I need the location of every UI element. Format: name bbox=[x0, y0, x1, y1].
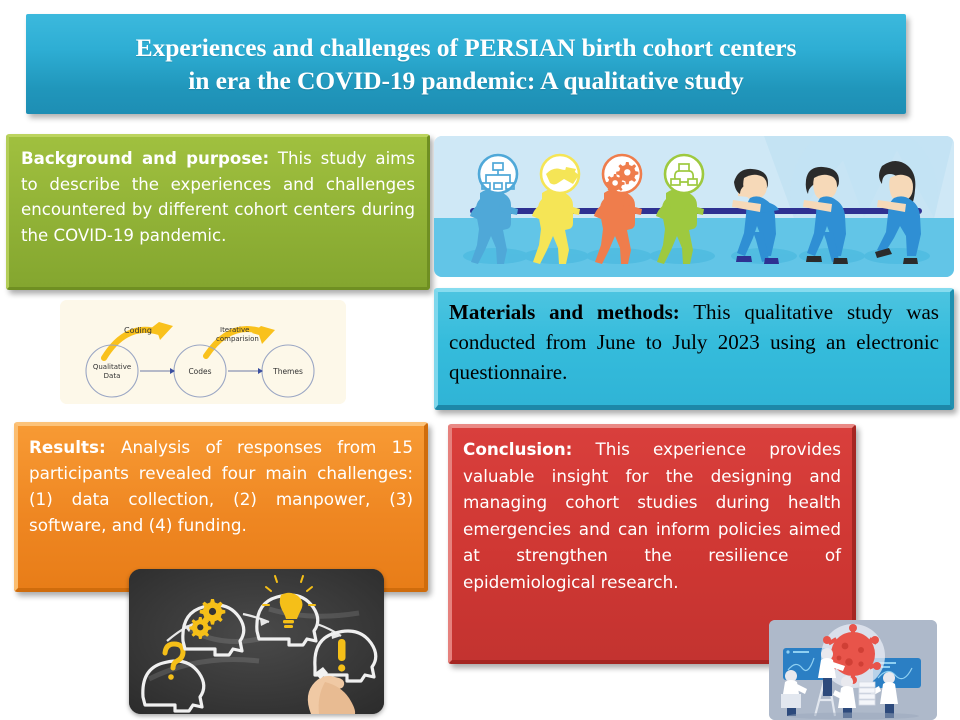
figure-green bbox=[656, 188, 704, 264]
head-gears bbox=[181, 599, 246, 657]
covid-lab-svg bbox=[769, 620, 937, 720]
svg-text:Qualitative: Qualitative bbox=[93, 363, 131, 371]
svg-text:Themes: Themes bbox=[272, 367, 303, 376]
scientist-right bbox=[870, 672, 898, 718]
blackboard-svg bbox=[129, 569, 384, 714]
figure-orange bbox=[594, 188, 642, 264]
head-exclamation bbox=[313, 629, 378, 683]
methods-label: Materials and methods: bbox=[449, 300, 680, 324]
background-body: This study aims to describe the experien… bbox=[21, 149, 415, 246]
qualitative-flow-diagram: Coding Iterative comparision Qualitative… bbox=[60, 300, 346, 404]
head-bulb bbox=[255, 575, 320, 647]
icon-head-gears bbox=[601, 153, 643, 195]
svg-text:Iterative: Iterative bbox=[220, 326, 249, 334]
section-results: Results: Analysis of responses from 15 p… bbox=[14, 422, 428, 592]
person-2 bbox=[803, 166, 848, 264]
title-line-1: Experiences and challenges of PERSIAN bi… bbox=[135, 32, 797, 62]
methods-text: Materials and methods: This qualitative … bbox=[438, 292, 950, 387]
icon-head-handshake bbox=[539, 153, 581, 195]
figure-blue bbox=[470, 188, 518, 264]
head-question bbox=[141, 641, 206, 713]
icon-head-workflow bbox=[663, 153, 705, 195]
flow-diagram-svg: Coding Iterative comparision Qualitative… bbox=[60, 300, 346, 404]
tug-of-war-svg bbox=[434, 136, 954, 277]
icon-head-hierarchy bbox=[477, 153, 519, 195]
blackboard-illustration bbox=[129, 569, 384, 714]
svg-text:Coding: Coding bbox=[124, 326, 152, 335]
page-title: Experiences and challenges of PERSIAN bi… bbox=[44, 31, 889, 97]
section-background-purpose: Background and purpose: This study aims … bbox=[6, 134, 430, 290]
svg-text:Codes: Codes bbox=[188, 367, 211, 376]
section-materials-methods: Materials and methods: This qualitative … bbox=[434, 288, 954, 410]
tug-of-war-illustration bbox=[434, 136, 954, 277]
figure-yellow bbox=[532, 188, 580, 264]
conclusion-body: This experience provides valuable insigh… bbox=[463, 439, 841, 592]
person-1 bbox=[732, 168, 779, 264]
title-banner: Experiences and challenges of PERSIAN bi… bbox=[26, 14, 906, 114]
conclusion-label: Conclusion: bbox=[463, 439, 573, 459]
svg-text:comparision: comparision bbox=[216, 335, 259, 343]
covid-research-illustration bbox=[769, 620, 937, 720]
scientist-on-ladder bbox=[818, 648, 845, 696]
background-text: Background and purpose: This study aims … bbox=[9, 137, 427, 249]
title-line-2: in era the COVID-19 pandemic: A qualitat… bbox=[188, 66, 744, 95]
conclusion-text: Conclusion: This experience provides val… bbox=[452, 428, 852, 595]
svg-text:Data: Data bbox=[104, 372, 121, 380]
scientist-left bbox=[781, 670, 807, 716]
background-label: Background and purpose: bbox=[21, 149, 270, 168]
results-text: Results: Analysis of responses from 15 p… bbox=[18, 426, 424, 538]
results-label: Results: bbox=[29, 437, 106, 457]
methods-body: This qualitative study was conducted fro… bbox=[449, 300, 939, 384]
hand-with-chalk bbox=[307, 667, 356, 714]
results-body: Analysis of responses from 15 participan… bbox=[29, 437, 413, 536]
person-3 bbox=[875, 161, 921, 264]
